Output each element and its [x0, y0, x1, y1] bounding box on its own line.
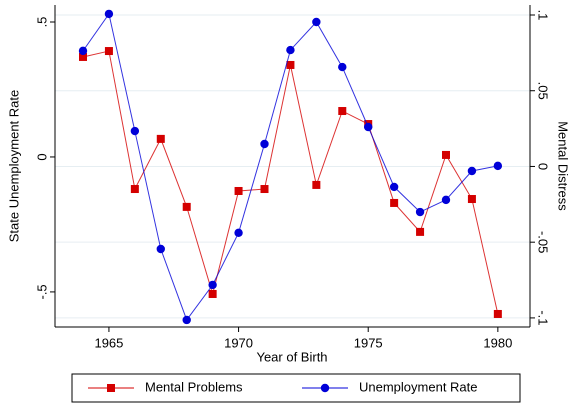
y2-tick-label: -.1	[536, 310, 551, 325]
marker	[208, 289, 217, 298]
marker	[182, 315, 191, 325]
x-tick-label: 1980	[483, 335, 512, 350]
marker	[104, 9, 114, 19]
marker	[338, 62, 347, 72]
marker	[156, 244, 165, 254]
marker	[415, 207, 425, 217]
y-axis-title: State Unemployment Rate	[6, 90, 21, 242]
marker	[182, 202, 191, 211]
y-tick-label: .5	[34, 17, 49, 28]
legend-marker	[320, 383, 330, 393]
y2-tick-label: .1	[536, 10, 551, 21]
marker	[286, 60, 295, 69]
marker	[130, 126, 140, 136]
y-tick-label: 0	[34, 153, 49, 160]
marker	[364, 122, 373, 132]
y-tick-label: -.5	[34, 284, 49, 299]
marker	[390, 198, 399, 207]
marker	[493, 309, 502, 318]
legend-label: Mental Problems	[145, 379, 243, 394]
marker	[79, 52, 88, 61]
y2-axis-title: Mental Distress	[556, 121, 570, 211]
marker	[260, 185, 269, 194]
marker	[234, 228, 243, 238]
marker	[467, 166, 477, 176]
marker	[312, 180, 321, 189]
marker	[312, 17, 321, 27]
marker	[234, 186, 243, 195]
marker	[104, 47, 113, 56]
legend-marker	[107, 384, 115, 392]
marker	[208, 280, 217, 290]
x-tick-label: 1965	[94, 335, 123, 350]
marker	[467, 195, 476, 204]
x-axis-title: Year of Birth	[256, 349, 327, 364]
x-tick-label: 1975	[354, 335, 383, 350]
marker	[441, 150, 450, 159]
marker	[78, 46, 88, 56]
y2-tick-label: 0	[536, 163, 551, 170]
x-tick-label: 1970	[224, 335, 253, 350]
marker	[389, 182, 399, 192]
marker	[338, 107, 347, 116]
marker	[493, 161, 503, 171]
marker	[416, 227, 425, 236]
y2-tick-label: .05	[536, 82, 551, 100]
marker	[130, 185, 139, 194]
marker	[260, 139, 269, 149]
legend-box	[71, 373, 521, 403]
y2-tick-label: -.05	[536, 231, 551, 253]
marker	[286, 45, 295, 55]
marker	[156, 134, 165, 143]
marker	[441, 195, 451, 205]
legend-label: Unemployment Rate	[359, 379, 478, 394]
